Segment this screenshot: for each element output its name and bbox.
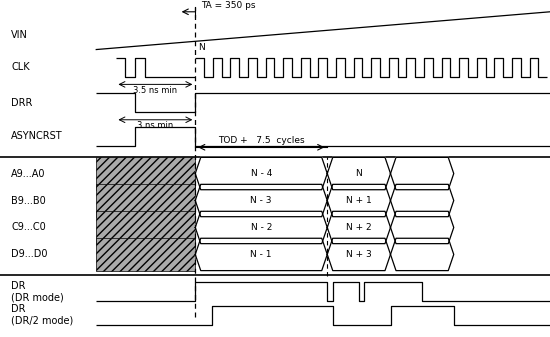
Text: CLK: CLK xyxy=(11,62,30,72)
Text: N - 1: N - 1 xyxy=(250,250,272,259)
Text: 3 ns min: 3 ns min xyxy=(138,121,173,130)
Text: VIN: VIN xyxy=(11,30,28,40)
Polygon shape xyxy=(195,211,327,244)
Text: N - 4: N - 4 xyxy=(251,169,272,178)
Bar xyxy=(96,238,195,271)
Text: N - 3: N - 3 xyxy=(250,196,272,205)
Text: B9...B0: B9...B0 xyxy=(11,195,46,206)
Text: D9...D0: D9...D0 xyxy=(11,249,47,259)
Polygon shape xyxy=(195,184,327,217)
Text: N + 2: N + 2 xyxy=(346,223,372,232)
Text: TOD +   7.5  cycles: TOD + 7.5 cycles xyxy=(218,135,305,145)
Bar xyxy=(96,157,195,190)
Polygon shape xyxy=(390,238,454,271)
Polygon shape xyxy=(390,211,454,244)
Polygon shape xyxy=(195,157,327,190)
Text: A9...A0: A9...A0 xyxy=(11,168,46,179)
Polygon shape xyxy=(195,238,327,271)
Text: DR
(DR mode): DR (DR mode) xyxy=(11,281,64,302)
Text: N + 1: N + 1 xyxy=(346,196,372,205)
Text: C9...C0: C9...C0 xyxy=(11,222,46,233)
Text: DRR: DRR xyxy=(11,98,32,108)
Text: N: N xyxy=(355,169,362,178)
Text: 3.5 ns min: 3.5 ns min xyxy=(133,86,178,95)
Text: ASYNCRST: ASYNCRST xyxy=(11,131,63,142)
Text: DR
(DR/2 mode): DR (DR/2 mode) xyxy=(11,304,73,326)
Text: N: N xyxy=(198,43,205,52)
Bar xyxy=(96,211,195,244)
Polygon shape xyxy=(327,184,390,217)
Text: N - 2: N - 2 xyxy=(251,223,272,232)
Polygon shape xyxy=(327,238,390,271)
Polygon shape xyxy=(390,157,454,190)
Polygon shape xyxy=(327,157,390,190)
Polygon shape xyxy=(390,184,454,217)
Polygon shape xyxy=(327,211,390,244)
Text: TA = 350 ps: TA = 350 ps xyxy=(201,1,255,10)
Bar xyxy=(96,184,195,217)
Text: N + 3: N + 3 xyxy=(346,250,372,259)
